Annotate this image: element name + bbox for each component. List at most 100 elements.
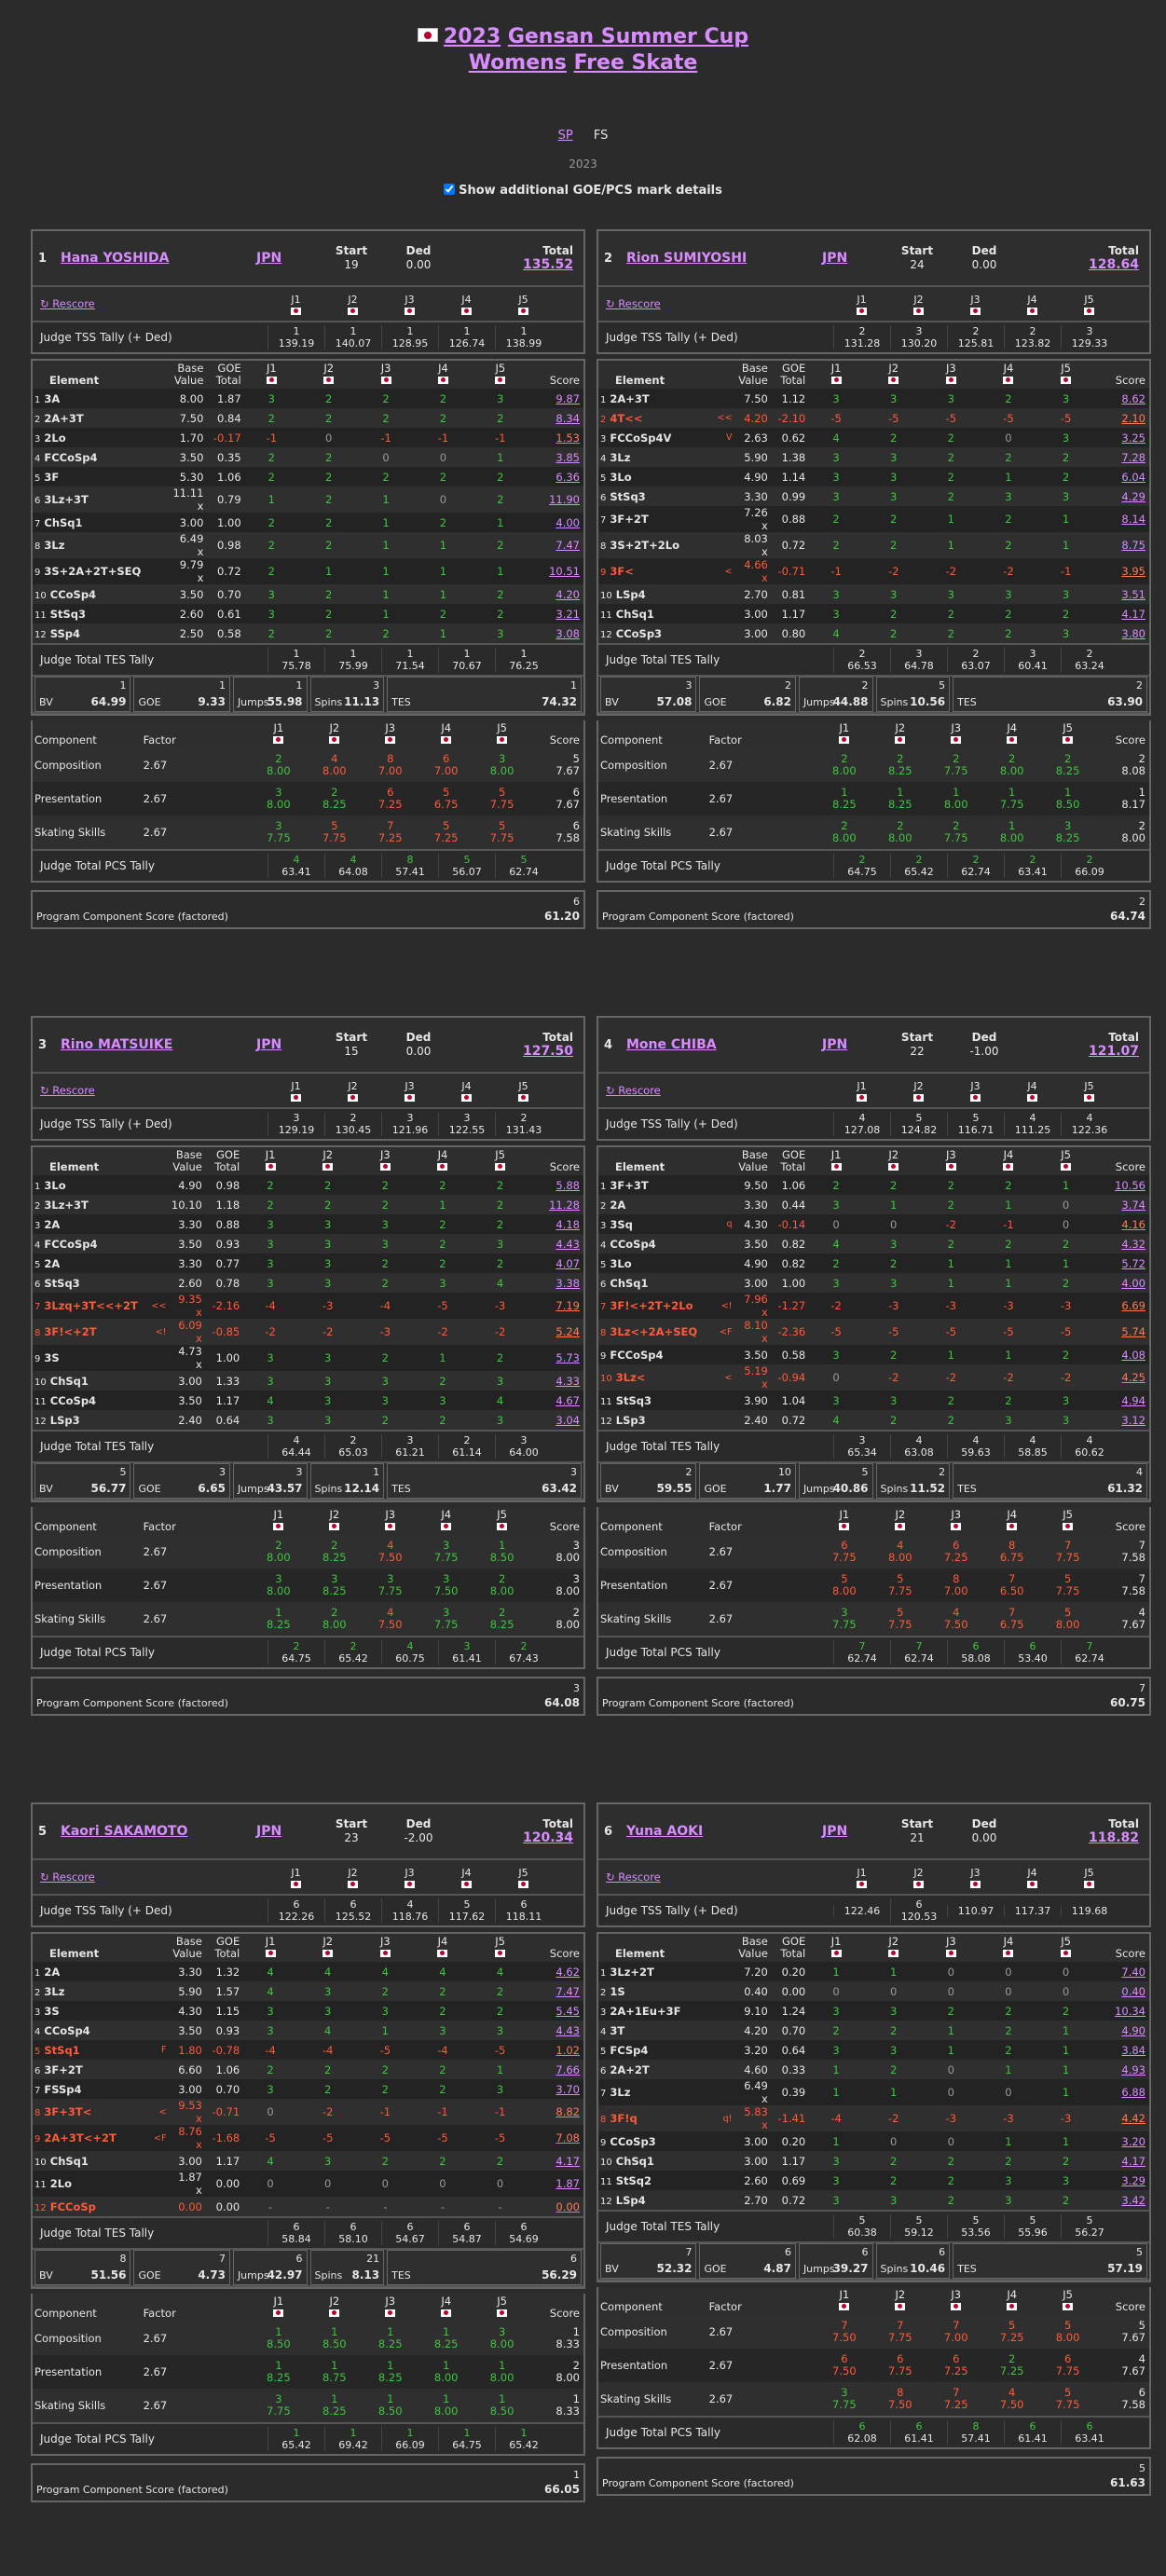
element-score-link[interactable]: 4.25 [1121, 1371, 1145, 1384]
rescore-link[interactable]: ↻ Rescore [606, 297, 661, 310]
element-score-link[interactable]: 5.73 [556, 1351, 580, 1364]
skater-name-link[interactable]: Kaori SAKAMOTO [61, 1824, 188, 1839]
year-link[interactable]: 2023 [443, 25, 501, 48]
element-score-link[interactable]: 4.90 [1121, 2023, 1145, 2037]
skater-name-link[interactable]: Yuna AOKI [626, 1824, 704, 1839]
element-score-link[interactable]: 7.40 [1121, 1965, 1145, 1979]
element-score-link[interactable]: 3.29 [1121, 2173, 1145, 2187]
element-score-link[interactable]: 6.04 [1121, 470, 1145, 484]
element-score-link[interactable]: 4.62 [556, 1965, 580, 1979]
element-score-link[interactable]: 5.72 [1121, 1256, 1145, 1270]
element-score-link[interactable]: 7.08 [556, 2131, 580, 2144]
element-score-link[interactable]: 8.75 [1121, 539, 1145, 552]
element-score-link[interactable]: 9.87 [556, 391, 580, 405]
element-score-link[interactable]: 4.18 [556, 1217, 580, 1231]
element-score-link[interactable]: 4.08 [1121, 1348, 1145, 1362]
rescore-link[interactable]: ↻ Rescore [40, 1870, 95, 1884]
element-score-link[interactable]: 11.28 [549, 1198, 580, 1212]
element-score-link[interactable]: 0.40 [1121, 1984, 1145, 1998]
skater-name-link[interactable]: Hana YOSHIDA [61, 251, 170, 266]
element-score-link[interactable]: 4.42 [1121, 2112, 1145, 2125]
nation-link[interactable]: JPN [256, 1824, 282, 1839]
element-score-link[interactable]: 10.56 [1115, 1178, 1145, 1192]
element-score-link[interactable]: 4.29 [1121, 489, 1145, 503]
total-score-link[interactable]: 135.52 [522, 257, 573, 272]
element-score-link[interactable]: 8.62 [1121, 391, 1145, 405]
rescore-link[interactable]: ↻ Rescore [40, 1084, 95, 1097]
rescore-link[interactable]: ↻ Rescore [40, 297, 95, 310]
element-score-link[interactable]: 8.14 [1121, 513, 1145, 526]
element-score-link[interactable]: 3.74 [1121, 1198, 1145, 1212]
element-score-link[interactable]: 11.90 [549, 493, 580, 506]
element-score-link[interactable]: 1.53 [556, 431, 580, 445]
element-score-link[interactable]: 4.00 [556, 515, 580, 529]
short-program-link[interactable]: SP [557, 129, 573, 143]
element-score-link[interactable]: 6.69 [1121, 1299, 1145, 1312]
element-score-link[interactable]: 7.47 [556, 539, 580, 552]
element-score-link[interactable]: 3.95 [1121, 565, 1145, 578]
element-score-link[interactable]: 3.80 [1121, 626, 1145, 640]
skater-name-link[interactable]: Rino MATSUIKE [61, 1037, 173, 1052]
category-link[interactable]: Womens [468, 51, 567, 75]
nation-link[interactable]: JPN [822, 1824, 848, 1839]
element-score-link[interactable]: 5.45 [556, 2004, 580, 2018]
element-score-link[interactable]: 5.74 [1121, 1325, 1145, 1338]
element-score-link[interactable]: 8.34 [556, 411, 580, 425]
skater-name-link[interactable]: Rion SUMIYOSHI [626, 251, 748, 266]
total-score-link[interactable]: 120.34 [522, 1830, 573, 1845]
element-score-link[interactable]: 4.93 [1121, 2062, 1145, 2076]
element-score-link[interactable]: 4.17 [1121, 2154, 1145, 2168]
rescore-link[interactable]: ↻ Rescore [606, 1870, 661, 1884]
element-score-link[interactable]: 4.00 [1121, 1276, 1145, 1290]
nation-link[interactable]: JPN [822, 1037, 848, 1052]
element-score-link[interactable]: 3.38 [556, 1276, 580, 1290]
element-score-link[interactable]: 10.51 [549, 565, 580, 578]
element-score-link[interactable]: 8.82 [556, 2105, 580, 2118]
element-score-link[interactable]: 3.51 [1121, 587, 1145, 601]
nation-link[interactable]: JPN [822, 251, 848, 266]
element-score-link[interactable]: 3.42 [1121, 2193, 1145, 2207]
element-score-link[interactable]: 7.47 [556, 1984, 580, 1998]
element-score-link[interactable]: 3.20 [1121, 2134, 1145, 2148]
segment-link[interactable]: Free Skate [573, 51, 698, 75]
total-score-link[interactable]: 127.50 [522, 1044, 573, 1059]
element-score-link[interactable]: 3.25 [1121, 431, 1145, 445]
element-score-link[interactable]: 10.34 [1115, 2004, 1145, 2018]
element-score-link[interactable]: 3.85 [556, 450, 580, 464]
element-score-link[interactable]: 3.04 [556, 1413, 580, 1427]
element-score-link[interactable]: 4.17 [556, 2154, 580, 2168]
skater-name-link[interactable]: Mone CHIBA [626, 1037, 717, 1052]
event-link[interactable]: Gensan Summer Cup [507, 25, 749, 48]
element-score-link[interactable]: 7.28 [1121, 450, 1145, 464]
element-score-link[interactable]: 6.36 [556, 470, 580, 484]
element-score-link[interactable]: 4.67 [556, 1393, 580, 1407]
element-score-link[interactable]: 4.33 [556, 1374, 580, 1388]
element-score-link[interactable]: 3.08 [556, 626, 580, 640]
element-score-link[interactable]: 4.43 [556, 2023, 580, 2037]
element-score-link[interactable]: 3.12 [1121, 1413, 1145, 1427]
element-score-link[interactable]: 5.88 [556, 1178, 580, 1192]
total-score-link[interactable]: 118.82 [1088, 1830, 1139, 1845]
element-score-link[interactable]: 0.00 [556, 2199, 580, 2213]
element-score-link[interactable]: 7.66 [556, 2062, 580, 2076]
nation-link[interactable]: JPN [256, 1037, 282, 1052]
goe-details-toggle[interactable]: Show additional GOE/PCS mark details [0, 184, 1166, 198]
element-score-link[interactable]: 4.94 [1121, 1393, 1145, 1407]
element-score-link[interactable]: 1.02 [556, 2043, 580, 2057]
element-score-link[interactable]: 5.24 [556, 1325, 580, 1338]
element-score-link[interactable]: 4.32 [1121, 1237, 1145, 1251]
element-score-link[interactable]: 1.87 [556, 2177, 580, 2190]
element-score-link[interactable]: 4.17 [1121, 607, 1145, 621]
element-score-link[interactable]: 4.07 [556, 1256, 580, 1270]
element-score-link[interactable]: 4.16 [1121, 1217, 1145, 1231]
element-score-link[interactable]: 4.20 [556, 587, 580, 601]
element-score-link[interactable]: 2.10 [1121, 411, 1145, 425]
rescore-link[interactable]: ↻ Rescore [606, 1084, 661, 1097]
element-score-link[interactable]: 4.43 [556, 1237, 580, 1251]
element-score-link[interactable]: 6.88 [1121, 2086, 1145, 2099]
element-score-link[interactable]: 3.21 [556, 607, 580, 621]
element-score-link[interactable]: 7.19 [556, 1299, 580, 1312]
goe-details-checkbox[interactable] [444, 184, 456, 195]
total-score-link[interactable]: 121.07 [1088, 1044, 1139, 1059]
total-score-link[interactable]: 128.64 [1088, 257, 1139, 272]
